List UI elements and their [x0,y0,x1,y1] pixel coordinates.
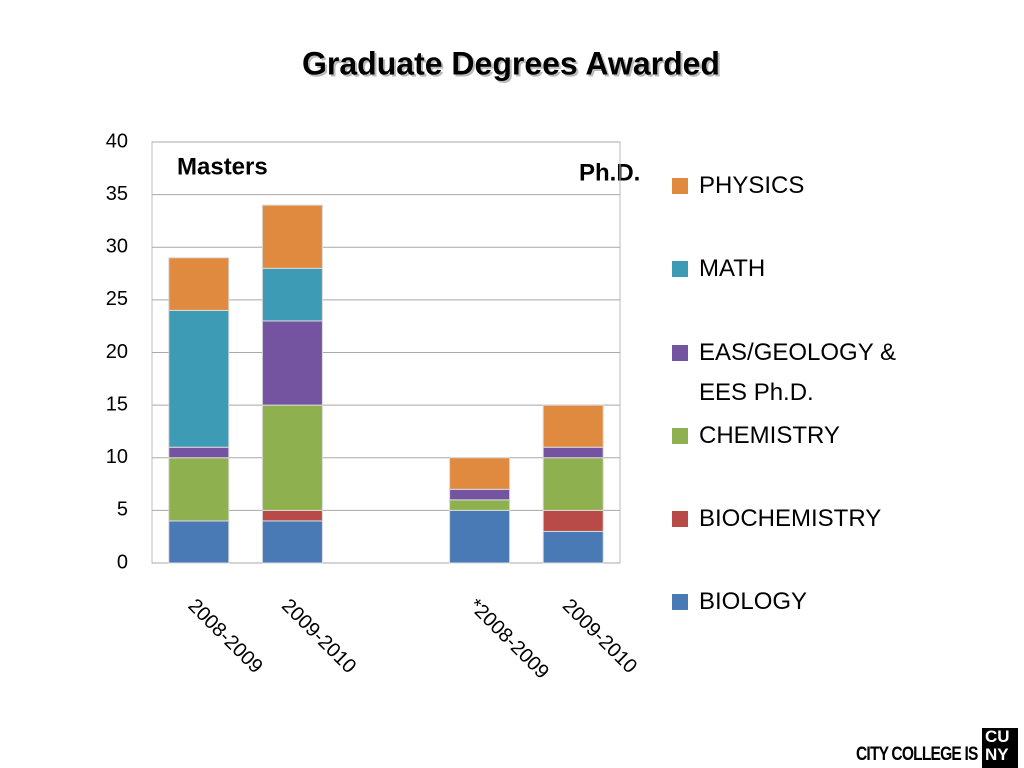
y-tick-label: 10 [106,446,128,468]
annotation: Masters [177,153,268,180]
bar-segment [542,457,604,511]
x-tick-label: *2008-2009 [464,595,553,684]
legend-label: CHEMISTRY [699,421,840,449]
bar-segment [168,446,230,459]
bar-segment [449,457,511,490]
y-tick-label: 0 [117,551,128,573]
legend-swatch [672,261,688,278]
legend-item: EAS/GEOLOGY & EES Ph.D. [672,333,932,416]
bar-segment [261,267,323,322]
bar-segment [542,509,604,532]
legend-label: EAS/GEOLOGY & EES Ph.D. [699,338,896,406]
bar-segment [449,509,511,564]
bar-segment [542,446,604,459]
legend: PHYSICS MATH EAS/GEOLOGY & EES Ph.D. CHEMIS… [672,166,932,666]
y-tick-label: 5 [117,499,128,521]
y-tick-label: 20 [106,341,128,363]
x-tick-label: 2009-2010 [558,595,641,678]
legend-item: BIOLOGY [672,582,932,665]
logo-text: CITY COLLEGE IS [856,744,978,765]
legend-item: BIOCHEMISTRY [672,499,932,582]
legend-swatch [672,511,688,528]
legend-swatch [672,594,688,611]
legend-label: PHYSICS [699,172,805,199]
bar-segment [168,520,230,564]
bar-segment [261,404,323,511]
logo-mark: CU NY [982,728,1018,768]
bar-segment [168,309,230,448]
legend-swatch [672,427,688,444]
bar-segment [168,257,230,311]
bar-segment [542,530,604,564]
y-tick-label: 15 [106,393,128,415]
x-tick-label: 2008-2009 [184,595,267,678]
bar-segment [168,457,230,522]
y-tick-label: 25 [106,288,128,310]
legend-label: MATH [699,255,766,283]
logo-mark-bottom: NY [985,745,1009,764]
bar-segment [449,499,511,511]
legend-label: BIOLOGY [699,588,808,616]
legend-label: BIOCHEMISTRY [699,505,882,533]
legend-item: MATH [672,249,932,332]
bar-segment [261,320,323,406]
y-tick-label: 35 [106,183,128,205]
y-tick-label: 40 [106,130,128,152]
legend-swatch [672,344,688,361]
y-tick-label: 30 [106,236,128,258]
bar-segment [542,404,604,448]
bar-segment [449,488,511,501]
legend-item: CHEMISTRY [672,416,932,499]
chart-title: Graduate Degrees Awarded [302,45,720,81]
legend-item: PHYSICS [672,166,932,249]
bar-segment [261,520,323,564]
bar-segment [261,204,323,269]
logo-mark-top: CU [985,727,1010,746]
bar-segment [261,509,323,522]
title-shadow: Graduate Degrees Awarded [304,47,722,83]
legend-swatch [672,178,688,194]
x-tick-label: 2009-2010 [277,595,360,678]
annotation: Ph.D. [579,159,640,186]
